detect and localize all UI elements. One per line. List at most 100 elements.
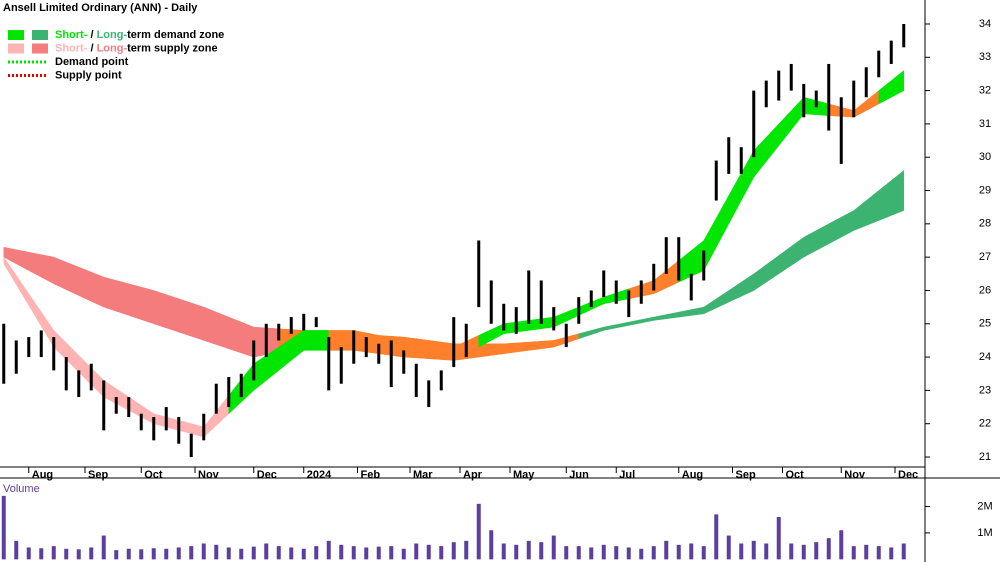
x-tick-label: Apr (463, 469, 483, 481)
volume-bar (276, 546, 281, 560)
price-bar (52, 337, 56, 371)
volume-bar (401, 548, 406, 560)
volume-y-tick-label: 2M (977, 500, 992, 512)
volume-bar (589, 547, 594, 560)
x-tick-label: Oct (144, 469, 163, 481)
volume-bar (814, 542, 819, 560)
x-tick-label: Nov (198, 469, 220, 481)
price-bar (452, 317, 456, 368)
volume-bar (801, 544, 806, 560)
price-bar (427, 380, 431, 408)
price-bar (327, 337, 331, 391)
price-bar (852, 80, 856, 118)
price-bar (564, 323, 568, 348)
legend-label: Short- / Long-term supply zone (55, 42, 218, 54)
price-bar (877, 50, 881, 78)
volume-bar (889, 547, 894, 560)
legend-text: Long- (97, 29, 128, 41)
volume-bar (301, 548, 306, 560)
price-bar (689, 273, 693, 301)
price-bar (789, 63, 793, 91)
price-bar (664, 237, 668, 274)
volume-bar (451, 542, 456, 560)
y-tick-label: 33 (979, 51, 991, 63)
price-bar (27, 337, 31, 358)
price-bar (127, 397, 131, 418)
price-bar (77, 370, 81, 398)
price-bar (152, 417, 156, 441)
y-tick-label: 27 (979, 251, 991, 263)
price-bar (277, 323, 281, 341)
price-bar (302, 313, 306, 331)
y-tick-label: 25 (979, 318, 991, 330)
legend-swatch (32, 30, 48, 40)
volume-bar (239, 548, 244, 560)
volume-bar (51, 546, 56, 560)
price-bar (64, 357, 68, 391)
volume-bar (876, 546, 881, 560)
volume-title: Volume (3, 483, 40, 495)
volume-bar (26, 547, 31, 560)
price-bar (289, 317, 293, 334)
volume-bar (289, 547, 294, 560)
volume-bar (264, 543, 269, 560)
volume-bar (614, 546, 619, 560)
volume-bar (64, 548, 69, 560)
price-bar (802, 83, 806, 118)
volume-bar (726, 535, 731, 560)
volume-bar (189, 546, 194, 560)
volume-bar (1, 495, 6, 560)
price-bar (314, 317, 318, 328)
x-tick-label: Mar (413, 469, 433, 481)
x-tick-label: Sep (736, 469, 756, 481)
x-tick-label: Feb (361, 469, 381, 481)
volume-bar (89, 547, 94, 560)
volume-bar (651, 546, 656, 560)
price-bar (214, 383, 218, 414)
price-bar (639, 280, 643, 304)
price-bar (589, 290, 593, 308)
legend-swatch (8, 43, 24, 54)
volume-bar (551, 535, 556, 560)
price-bar (864, 67, 868, 98)
volume-bar (564, 546, 569, 560)
legend-text: Short- (55, 29, 88, 41)
price-bar (14, 340, 18, 374)
volume-y-tick-label: 1M (977, 527, 992, 539)
x-tick-label: Nov (844, 469, 866, 481)
price-bar (377, 343, 381, 364)
volume-bar (76, 549, 81, 560)
y-tick-label: 31 (979, 118, 991, 130)
price-bar (527, 270, 531, 324)
price-bar (539, 280, 543, 324)
volume-bar (539, 542, 544, 560)
volume-bar (326, 540, 331, 560)
x-tick-label: Dec (257, 469, 277, 481)
legend-label: Supply point (55, 69, 122, 81)
y-tick-label: 29 (979, 184, 991, 196)
price-bar (139, 413, 143, 431)
price-bar (502, 303, 506, 331)
price-bar (389, 340, 393, 388)
volume-bar (176, 547, 181, 560)
x-tick-label: Sep (88, 469, 108, 481)
volume-bar (376, 546, 381, 560)
price-bar (577, 297, 581, 324)
short-term-zone (878, 70, 905, 105)
legend-swatch (32, 43, 48, 54)
volume-bar (764, 543, 769, 560)
volume-bar (114, 550, 119, 560)
price-bar (727, 137, 731, 174)
volume-bar (864, 544, 869, 560)
legend-text: Short- (55, 42, 88, 54)
price-bar (827, 63, 831, 131)
volume-bar (39, 548, 44, 560)
price-bar (89, 363, 93, 391)
volume-bar (426, 544, 431, 560)
price-bar (402, 350, 406, 374)
volume-bar (351, 546, 356, 560)
price-bar (839, 97, 843, 164)
x-tick-label: 2024 (307, 469, 332, 481)
price-bar (764, 80, 768, 108)
price-bar (489, 280, 493, 324)
